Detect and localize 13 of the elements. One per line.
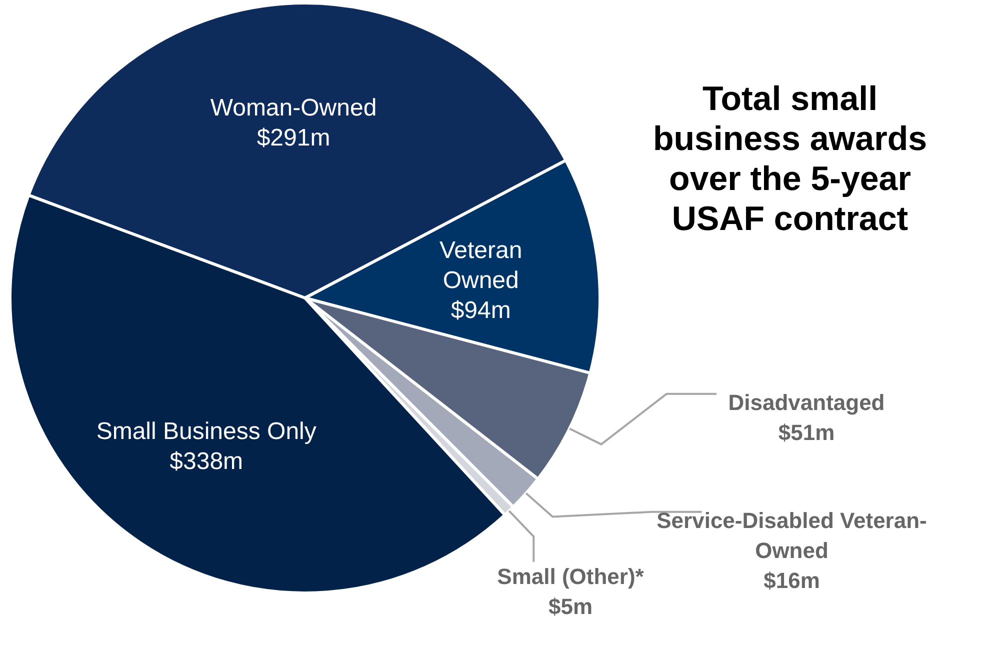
slice-label: Woman-Owned — [210, 94, 377, 122]
slice-label: Small Business Only — [96, 418, 316, 445]
data-label: $16m — [764, 568, 820, 593]
text: Total small business awards over the 5-year USAF contract — [652, 80, 928, 238]
data-label: $338m — [170, 448, 244, 475]
data-label: $51m — [778, 420, 835, 445]
slice-label: Service-Disabled Veteran-Owned — [656, 508, 927, 563]
slice-label: Veteran Owned — [439, 236, 522, 294]
data-label: $291m — [256, 124, 330, 152]
data-label: $94m — [450, 296, 511, 324]
slice-label: Disadvantaged — [728, 390, 885, 415]
data-label: $5m — [548, 594, 593, 619]
slice-label: Small (Other)* — [497, 564, 644, 589]
